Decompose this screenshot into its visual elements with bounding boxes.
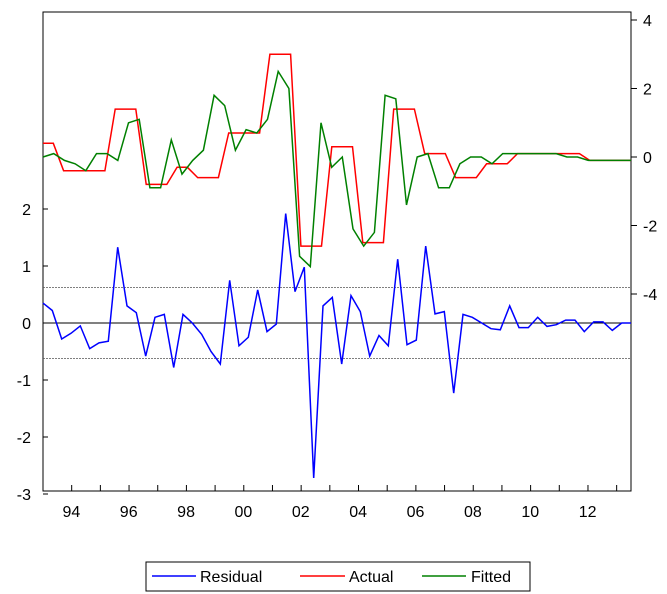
legend: Residual Actual Fitted	[145, 561, 531, 592]
legend-residual-label: Residual	[200, 569, 262, 586]
x-axis-tick-label: 00	[235, 504, 253, 521]
left-axis-tick-label: 0	[22, 316, 31, 333]
right-axis-tick-label: 4	[643, 13, 652, 30]
x-axis-tick-label: 02	[292, 504, 310, 521]
left-axis-tick-label: 2	[22, 202, 31, 219]
right-axis-tick-label: -4	[643, 287, 657, 304]
left-axis-tick-label: -1	[17, 373, 31, 390]
x-axis-tick-label: 04	[349, 504, 367, 521]
series-fitted-line	[42, 69, 631, 269]
x-axis-tick-label: 06	[407, 504, 425, 521]
right-axis-tick-label: 0	[643, 150, 652, 167]
x-axis-tick-label: 96	[120, 504, 138, 521]
legend-actual-label: Actual	[349, 569, 393, 586]
plot-frame	[42, 11, 632, 492]
legend-fitted-label: Fitted	[471, 569, 511, 586]
x-axis-tick-label: 12	[579, 504, 597, 521]
x-axis-tick-label: 98	[177, 504, 195, 521]
series-actual-line	[43, 53, 631, 247]
x-axis-tick-label: 08	[464, 504, 482, 521]
x-axis-tick-label: 10	[521, 504, 539, 521]
right-axis-tick-label: 2	[643, 82, 652, 99]
left-axis-tick-label: -2	[17, 430, 31, 447]
series-residual-line	[42, 213, 631, 479]
left-axis-tick-label: 1	[22, 259, 31, 276]
left-axis-tick-label: -3	[17, 487, 31, 504]
x-axis-tick-label: 94	[62, 504, 80, 521]
right-axis-tick-label: -2	[643, 219, 657, 236]
